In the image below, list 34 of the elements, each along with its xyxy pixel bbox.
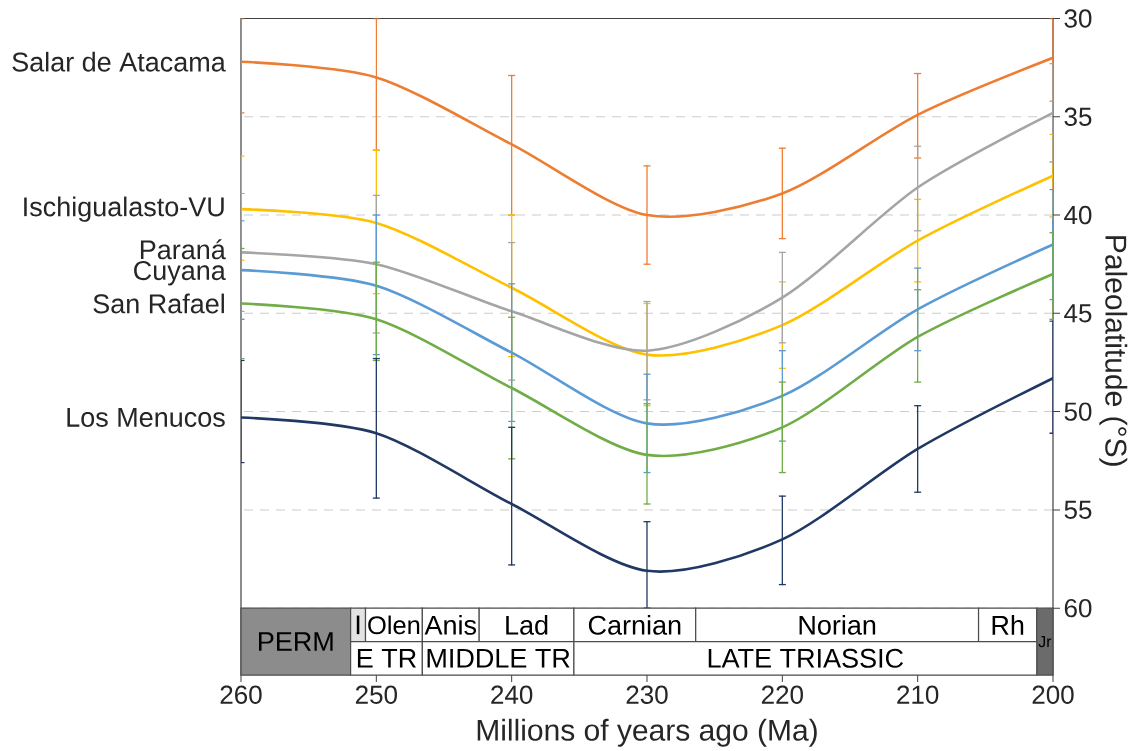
y-tick-label: 50 [1064,402,1092,421]
band-label: Norian [799,614,876,635]
band-label: MIDDLE TR [427,648,570,668]
y-tick-label: 60 [1064,598,1092,618]
x-axis-title: Millions of years ago (Ma) [477,718,817,747]
y-tick-label: 40 [1064,205,1092,225]
band-label: I [356,615,360,635]
x-tick-label: 250 [355,685,397,704]
band-label: Carnian [588,614,681,635]
x-tick-label: 230 [626,685,668,704]
y-tick-label: 30 [1064,9,1092,28]
series-label: Los Menucos [67,408,225,427]
series-label: Ischigualasto-VU [24,196,224,222]
x-tick-label: 200 [1032,685,1074,704]
y-tick-label: 55 [1064,500,1092,519]
band-label: Anis [424,614,477,635]
x-tick-label: 220 [761,685,803,704]
series-label: San Rafael [93,293,224,314]
band-label: Lad [506,614,548,635]
band-label: PERM [259,632,333,651]
band-label: Olen [368,615,420,635]
band-label: LATE TRIASSIC [708,648,904,668]
x-tick-label: 240 [491,685,533,704]
y-axis-title: Paleolatitude (°S) [1099,236,1128,466]
series-label: Salar de Atacama [12,51,226,72]
x-tick-label: 260 [220,685,262,704]
x-tick-label: 210 [897,685,939,704]
y-tick-label: 45 [1064,304,1092,323]
band-label: Rh [992,615,1024,635]
band-label: E TR [357,648,416,668]
y-tick-label: 35 [1064,107,1092,126]
band-label: Jr [1038,636,1052,648]
series-label: Cuyana [134,261,226,286]
series-label: Paraná [140,239,226,260]
